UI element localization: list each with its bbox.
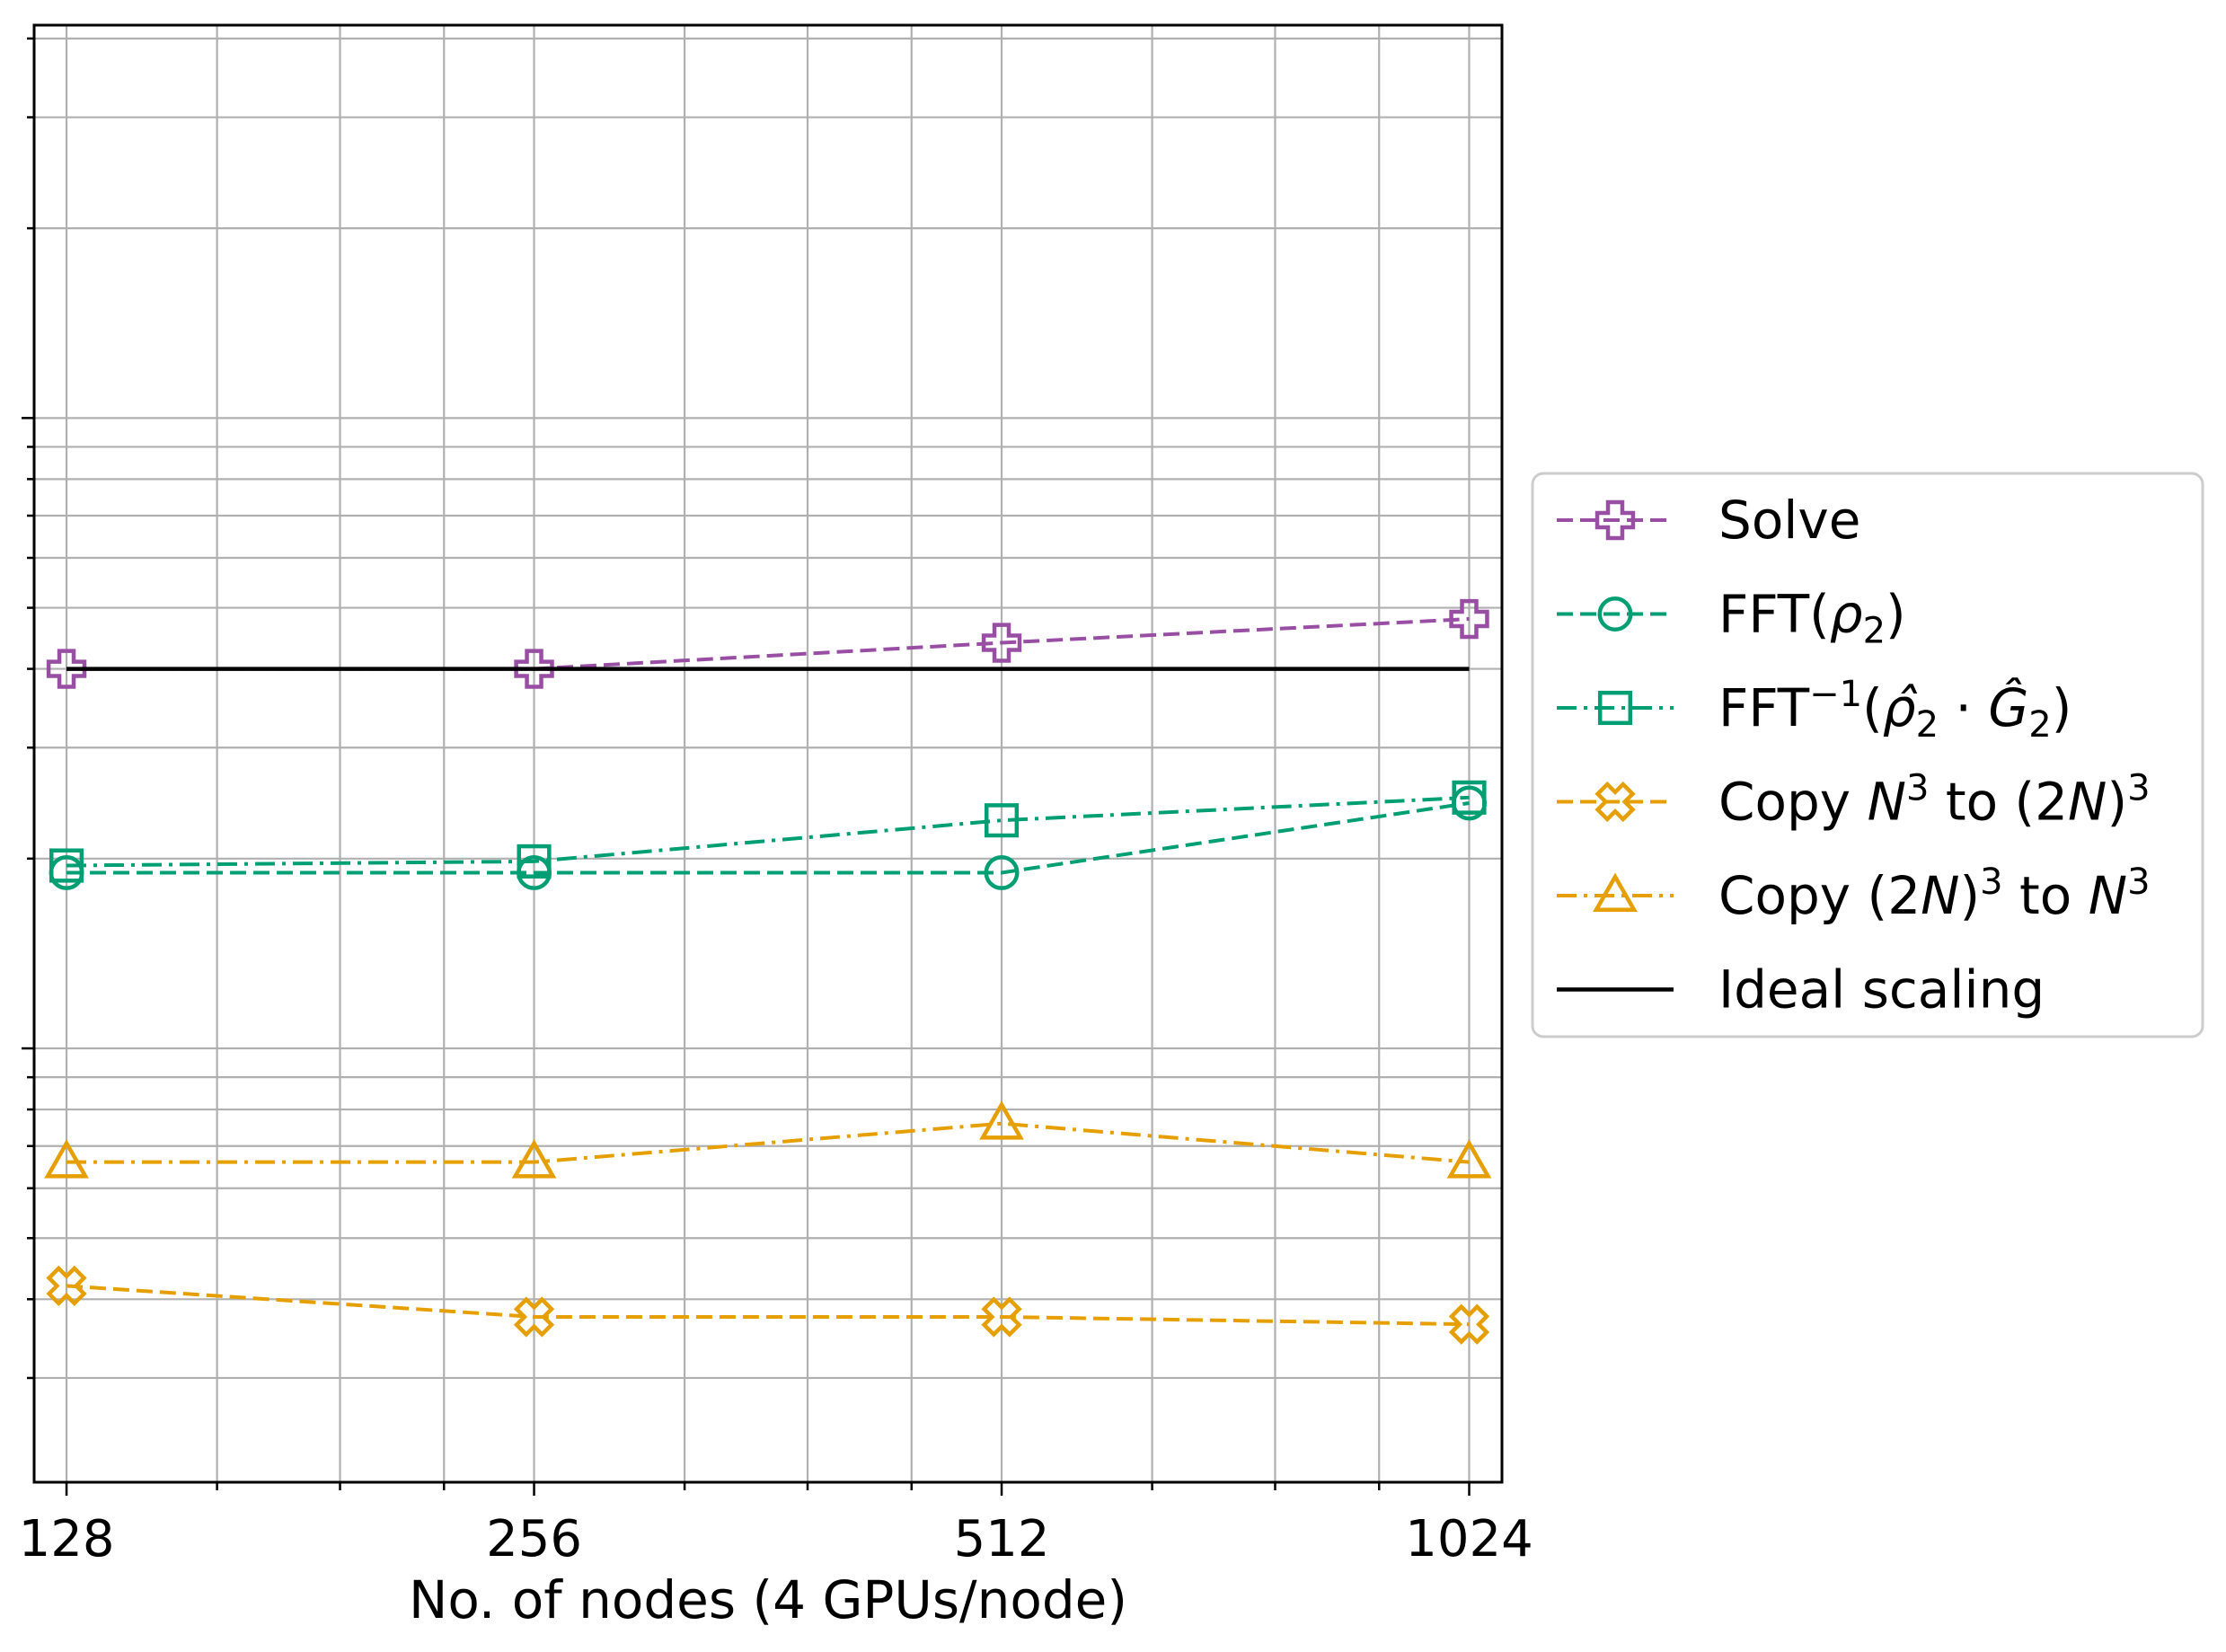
legend-label-part: N [2068, 772, 2107, 833]
marker-square [49, 848, 84, 883]
legend-label-part: 3 [1980, 861, 2002, 903]
marker-triangle [1593, 872, 1638, 912]
marker-circle [984, 854, 1020, 890]
marker-plus [1449, 598, 1489, 640]
legend-entry: FFT(ρ2) [1557, 584, 1906, 652]
marker-x [46, 1265, 87, 1307]
major-gridlines [65, 25, 1471, 1482]
legend-label-part: FFT [1718, 677, 1810, 738]
legend-label-part: Copy (2 [1718, 865, 1921, 926]
marker-x [513, 1296, 555, 1338]
series-copy-2n-3-to-n3 [44, 1100, 1492, 1179]
series-line [66, 1284, 1470, 1327]
legend-label-part: Ideal scaling [1718, 959, 2045, 1020]
series-fft-1-2-2 [49, 780, 1487, 883]
legend-label: Ideal scaling [1718, 959, 2045, 1020]
x-tick-label: 256 [486, 1510, 582, 1568]
legend-label-part: ) [1886, 584, 1906, 645]
legend-frame [1531, 472, 2204, 1038]
legend-label: Solve [1718, 490, 1860, 551]
legend-entry: Ideal scaling [1557, 959, 2045, 1020]
legend-label-part: ) [2107, 772, 2127, 833]
legend-label-part: Solve [1718, 490, 1860, 551]
legend-label-part: ) [1959, 865, 1980, 926]
series-line [66, 800, 1470, 875]
legend-label-part: 2 [1863, 611, 1886, 652]
x-tick-labels: 128 256 512 1024 [19, 1510, 1533, 1568]
legend-label-part: to (2 [1929, 772, 2068, 833]
series-line [66, 795, 1470, 868]
marker-x [981, 1296, 1022, 1338]
legend-label-part: ρ̂ [1883, 677, 1918, 738]
series-line [66, 1121, 1470, 1164]
legend-label-part: N [1921, 865, 1959, 926]
legend-label: Copy N3 to (2N)3 [1718, 768, 2151, 833]
legend-label-part: ) [2052, 677, 2072, 738]
legend-label: Copy (2N)3 to N3 [1718, 861, 2151, 926]
legend-label-part: N [2089, 865, 2127, 926]
legend-label-part: Ĝ [1988, 676, 2028, 738]
marker-plus [514, 649, 554, 689]
legend-label: FFT−1(ρ̂2 · Ĝ2) [1718, 674, 2071, 746]
legend-label-part: 3 [1906, 768, 1929, 809]
legend-entry: Copy (2N)3 to N3 [1557, 861, 2151, 926]
legend-label-part: to [2003, 865, 2089, 926]
marker-circle [1597, 596, 1633, 632]
marker-plus [1594, 499, 1636, 541]
marker-square [984, 803, 1020, 838]
legend-label-part: ρ [1830, 584, 1863, 645]
legend-label: FFT(ρ2) [1718, 584, 1906, 652]
legend-label-part: N [1868, 772, 1906, 833]
legend-label-part: ( [1862, 677, 1883, 738]
marker-triangle [44, 1139, 89, 1179]
legend-entry: FFT−1(ρ̂2 · Ĝ2) [1557, 674, 2071, 746]
plot-frame [32, 23, 1504, 1484]
marker-x [1448, 1303, 1490, 1345]
marker-triangle [979, 1100, 1024, 1140]
legend-label-part: FFT( [1718, 584, 1830, 645]
marker-x [1594, 781, 1636, 823]
marker-square [1452, 780, 1487, 815]
marker-square [1597, 690, 1633, 726]
x-axis-title: No. of nodes (4 GPUs/node) [409, 1569, 1127, 1630]
marker-plus [981, 623, 1022, 663]
axis-ticks [22, 37, 1471, 1496]
legend-entry: Copy N3 to (2N)3 [1557, 768, 2151, 833]
marker-plus [46, 649, 87, 689]
legend-label-part: −1 [1809, 674, 1862, 715]
legend-label-part: 3 [2127, 768, 2150, 809]
legend-label-part: 3 [2127, 861, 2150, 903]
series-copy-n3-to-2n-3 [46, 1265, 1490, 1345]
legend-entry: Solve [1557, 490, 1860, 551]
marker-square [517, 844, 552, 879]
legend-label-part: 2 [1916, 704, 1939, 746]
legend-label-part: Copy [1718, 772, 1868, 833]
x-tick-label: 512 [954, 1510, 1050, 1568]
legend-label-part: · [1939, 677, 1988, 738]
legend-label-part: 2 [2028, 704, 2051, 746]
x-tick-label: 1024 [1405, 1510, 1533, 1568]
marker-triangle [1446, 1139, 1492, 1179]
x-tick-label: 128 [19, 1510, 115, 1568]
marker-triangle [511, 1139, 557, 1179]
series-layer [44, 598, 1492, 1345]
